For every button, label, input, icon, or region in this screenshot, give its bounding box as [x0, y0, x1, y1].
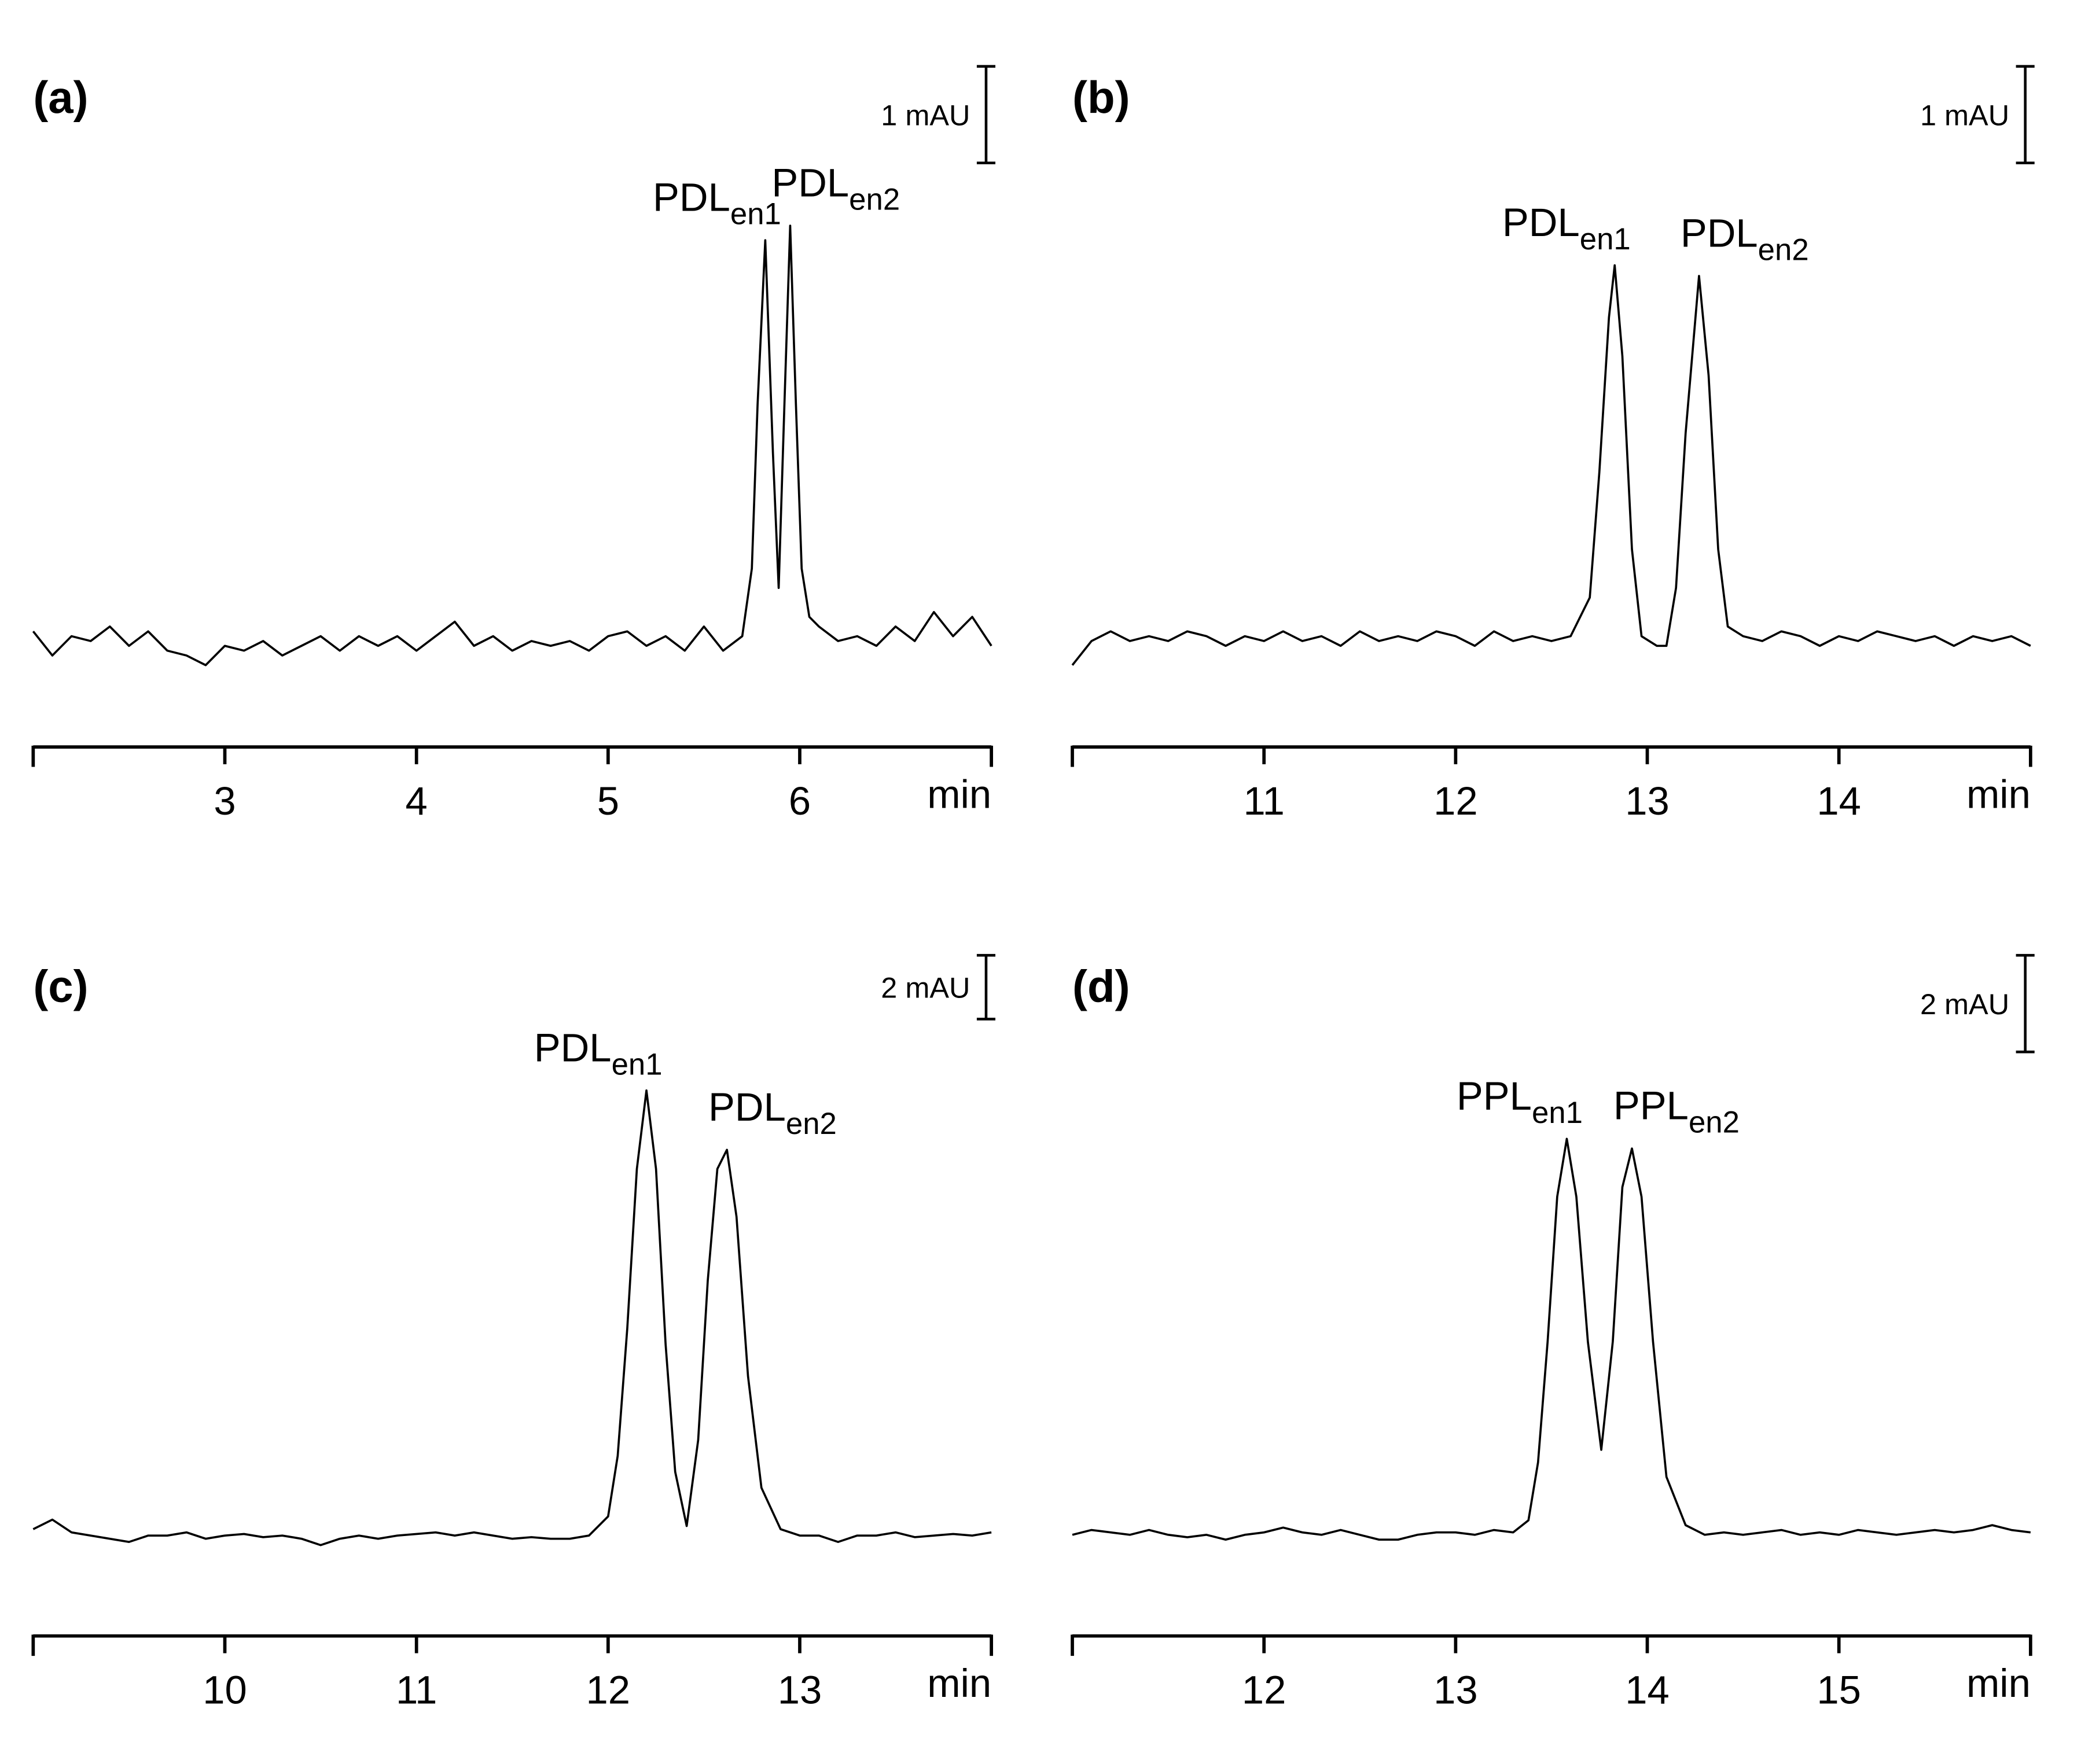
x-tick-label: 11: [396, 1668, 437, 1713]
peak-label-sub: en1: [1532, 1096, 1583, 1130]
x-tick-label: 14: [1817, 779, 1861, 823]
peak-label-sub: en2: [786, 1107, 837, 1141]
peak-label-main: PDL: [771, 161, 849, 205]
panel-label: (d): [1072, 960, 1130, 1011]
panel-label: (b): [1072, 72, 1130, 123]
trace: [32, 224, 992, 666]
x-axis-label: min: [927, 1661, 991, 1706]
peak-label: PDLen1: [653, 175, 781, 231]
x-tick-label: 3: [214, 779, 236, 823]
peak-label: PDLen2: [771, 161, 900, 217]
peak-label-sub: en2: [1689, 1106, 1740, 1140]
scale-bar-label: 2 mAU: [1920, 988, 2009, 1021]
x-axis-label: min: [1966, 772, 2031, 817]
x-tick-label: 15: [1817, 1668, 1861, 1713]
peak-label-sub: en1: [730, 197, 781, 231]
x-tick-label: 4: [406, 779, 428, 823]
peak-label-main: PDL: [1502, 200, 1580, 245]
peak-label-sub: en1: [1580, 222, 1631, 256]
x-tick-label: 11: [1243, 779, 1284, 823]
trace: [1072, 1137, 2031, 1541]
x-tick-label: 13: [778, 1668, 822, 1713]
x-tick-label: 13: [1625, 779, 1670, 823]
x-tick-label: 12: [1242, 1668, 1286, 1713]
scale-bar: [2016, 953, 2035, 1054]
x-tick-label: 14: [1625, 1668, 1670, 1713]
x-axis-label: min: [927, 772, 991, 817]
peak-label-main: PDL: [653, 175, 730, 220]
peak-label: PDLen2: [1681, 211, 1809, 267]
x-axis-label: min: [1966, 1661, 2031, 1706]
scale-bar: [2016, 65, 2035, 164]
trace: [1071, 264, 2031, 666]
x-tick-label: 13: [1433, 1668, 1478, 1713]
peak-label: PDLen1: [1502, 200, 1631, 256]
peak-label-sub: en1: [612, 1047, 663, 1081]
peak-label: PDLen1: [534, 1025, 663, 1081]
peak-label-main: PDL: [1681, 211, 1758, 255]
peak-label-sub: en2: [1758, 233, 1809, 267]
peak-label-main: PPL: [1457, 1074, 1532, 1118]
peak-label-main: PDL: [534, 1025, 612, 1070]
scale-bar: [976, 953, 996, 1021]
peak-label: PPLen1: [1457, 1074, 1583, 1130]
panel-label: (a): [33, 72, 88, 123]
panel-label: (c): [33, 960, 88, 1011]
x-tick-label: 6: [789, 779, 811, 823]
scale-bar: [976, 65, 996, 164]
x-tick-label: 5: [597, 779, 619, 823]
trace: [32, 1089, 992, 1546]
peak-label: PDLen2: [708, 1085, 837, 1141]
peak-label-sub: en2: [849, 183, 900, 217]
scale-bar-label: 1 mAU: [1920, 98, 2009, 131]
peak-label-main: PDL: [708, 1085, 786, 1129]
scale-bar-label: 1 mAU: [881, 98, 970, 131]
x-tick-label: 12: [586, 1668, 631, 1713]
x-tick-label: 10: [203, 1668, 247, 1713]
scale-bar-label: 2 mAU: [881, 971, 970, 1004]
peak-label: PPLen2: [1613, 1084, 1740, 1140]
peak-label-main: PPL: [1613, 1084, 1689, 1128]
x-tick-label: 12: [1433, 779, 1478, 823]
